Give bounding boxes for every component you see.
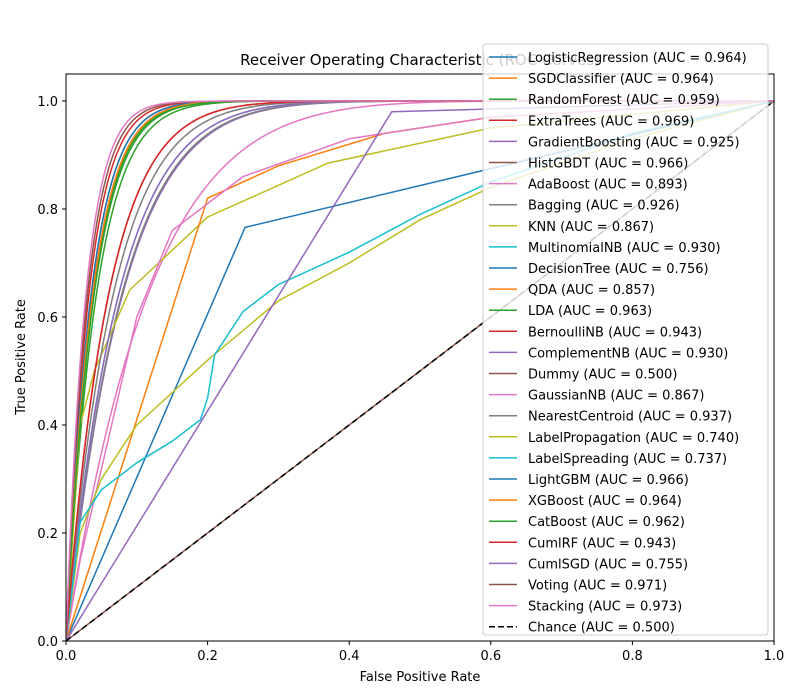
legend: LogisticRegression (AUC = 0.964) SGDClass… (482, 43, 769, 636)
x-tick-label: 0.2 (197, 649, 218, 664)
roc-curve-labelspreading (66, 100, 774, 641)
roc-curve-knn (66, 100, 774, 641)
legend-item-randomforest: RandomForest (AUC = 0.959) (528, 93, 720, 108)
y-tick-label: 0.4 (37, 419, 58, 434)
legend-item-histgbdt: HistGBDT (AUC = 0.966) (528, 157, 688, 172)
legend-item-nearestcentroid: NearestCentroid (AUC = 0.937) (528, 410, 732, 425)
legend-item-sgdclassifier: SGDClassifier (AUC = 0.964) (528, 72, 714, 87)
plot-frame (65, 73, 775, 642)
y-tick-label: 0.6 (37, 311, 58, 326)
roc-curve-gaussiannb (66, 100, 774, 641)
legend-box (482, 43, 769, 636)
legend-item-gradientboosting: GradientBoosting (AUC = 0.925) (528, 135, 740, 150)
axis-ticks: 0.0 0.2 0.4 0.6 0.8 1.0 0.0 0.2 0.4 0.6 0.8 1.0 (37, 95, 784, 664)
legend-item-knn: KNN (AUC = 0.867) (528, 220, 654, 235)
x-tick-label: 0.6 (480, 649, 501, 664)
x-tick-label: 0.0 (56, 649, 77, 664)
legend-item-cumlrf: CumlRF (AUC = 0.943) (528, 536, 676, 551)
y-tick-label: 0.2 (37, 527, 58, 542)
legend-item-dummy: Dummy (AUC = 0.500) (528, 368, 677, 383)
legend-item-decisiontree: DecisionTree (AUC = 0.756) (528, 262, 709, 277)
y-tick-label: 1.0 (37, 95, 58, 110)
legend-item-logisticregression: LogisticRegression (AUC = 0.964) (528, 51, 747, 66)
legend-item-gaussiannb: GaussianNB (AUC = 0.867) (528, 389, 704, 404)
legend-item-adaboost: AdaBoost (AUC = 0.893) (528, 178, 688, 193)
x-tick-label: 0.8 (622, 649, 643, 664)
legend-item-cumlsgd: CumlSGD (AUC = 0.755) (528, 557, 688, 572)
legend-item-labelspreading: LabelSpreading (AUC = 0.737) (528, 452, 727, 467)
legend-item-chance: Chance (AUC = 0.500) (528, 621, 675, 636)
legend-item-catboost: CatBoost (AUC = 0.962) (528, 515, 685, 530)
legend-item-extratrees: ExtraTrees (AUC = 0.969) (528, 114, 694, 129)
legend-item-bagging: Bagging (AUC = 0.926) (528, 199, 680, 214)
legend-item-multinomialnb: MultinomialNB (AUC = 0.930) (528, 241, 721, 256)
legend-item-voting: Voting (AUC = 0.971) (528, 579, 667, 594)
y-tick-label: 0.8 (37, 203, 58, 218)
legend-item-xgboost: XGBoost (AUC = 0.964) (528, 494, 682, 509)
legend-item-labelpropagation: LabelPropagation (AUC = 0.740) (528, 431, 739, 446)
legend-item-qda: QDA (AUC = 0.857) (528, 283, 655, 298)
x-tick-label: 0.4 (339, 649, 360, 664)
legend-item-complementnb: ComplementNB (AUC = 0.930) (528, 346, 728, 361)
y-axis-label: True Positive Rate (14, 299, 29, 416)
legend-item-stacking: Stacking (AUC = 0.973) (528, 600, 682, 615)
legend-item-lda: LDA (AUC = 0.963) (528, 304, 652, 319)
legend-item-lightgbm: LightGBM (AUC = 0.966) (528, 473, 689, 488)
legend-item-bernoullinb: BernoulliNB (AUC = 0.943) (528, 325, 702, 340)
y-tick-label: 0.0 (37, 635, 58, 650)
x-tick-label: 1.0 (764, 649, 785, 664)
x-axis-label: False Positive Rate (360, 670, 481, 685)
